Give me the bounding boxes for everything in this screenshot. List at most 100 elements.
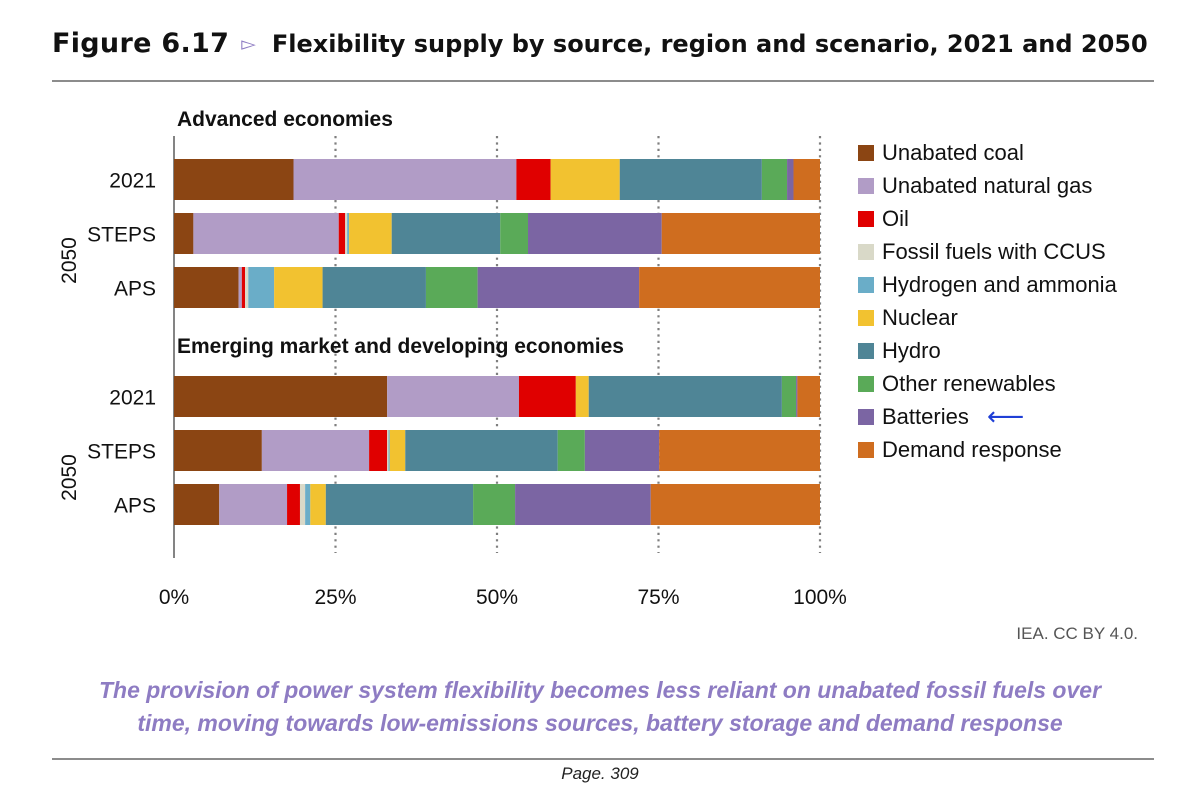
bar-segment-unabated-natural-gas (293, 159, 517, 200)
row-label-aps: APS (114, 278, 156, 301)
bar-segment-fossil-fuels-with-ccus (387, 430, 389, 471)
row-label-aps: APS (114, 495, 156, 518)
bar-segment-batteries (796, 376, 798, 417)
legend-item-unabated-coal: Unabated coal (858, 136, 1117, 169)
highlight-arrow-icon: ⟵ (986, 400, 1025, 431)
row-label-2021: 2021 (109, 170, 156, 193)
bar-segment-oil (287, 484, 300, 525)
bar-segment-other-renewables (473, 484, 516, 525)
bar-segment-nuclear (389, 430, 406, 471)
figure-title: Flexibility supply by source, region and… (271, 30, 1148, 58)
bar-segment-other-renewables (761, 159, 788, 200)
bottom-rule (52, 758, 1154, 760)
legend-swatch (858, 309, 874, 326)
legend-item-oil: Oil (858, 202, 1117, 235)
row-label-steps: STEPS (87, 224, 156, 247)
bar-segment-unabated-natural-gas (193, 213, 339, 254)
row-label-2021: 2021 (109, 387, 156, 410)
legend-item-hydro: Hydro (858, 334, 1117, 367)
group-label-2050: 2050 (58, 454, 81, 501)
legend-swatch (858, 144, 874, 161)
legend-item-batteries: Batteries ⟵ (858, 400, 1117, 433)
bar-segment-other-renewables (500, 213, 529, 254)
bar-segment-oil (369, 430, 388, 471)
legend-label: Other renewables (882, 370, 1056, 396)
bar-segment-batteries (477, 267, 640, 308)
legend-label: Fossil fuels with CCUS (882, 238, 1106, 264)
legend-item-nuclear: Nuclear (858, 301, 1117, 334)
bar-segment-hydro (619, 159, 762, 200)
legend-swatch (858, 408, 874, 425)
bar-segment-demand-response (659, 430, 820, 471)
panel-title-2: Emerging market and developing economies (177, 335, 624, 358)
x-tick-label: 25% (314, 586, 356, 609)
bar-segment-unabated-natural-gas (261, 430, 370, 471)
bar-segment-nuclear (349, 213, 392, 254)
bar-segment-fossil-fuels-with-ccus (245, 267, 249, 308)
takeaway-line-2: time, moving towards low-emissions sourc… (137, 710, 1063, 736)
legend-swatch (858, 276, 874, 293)
figure-header: Figure 6.17 ▻ Flexibility supply by sour… (52, 28, 1152, 68)
bar-segment-hydro (322, 267, 426, 308)
bar-segment-unabated-natural-gas (238, 267, 242, 308)
figure-arrow-icon: ▻ (241, 34, 256, 55)
bar-segment-demand-response (793, 159, 820, 200)
legend-label: Hydro (882, 337, 941, 363)
bar-segment-hydro (405, 430, 558, 471)
legend-label: Demand response (882, 436, 1062, 462)
bar-segment-unabated-coal (174, 430, 262, 471)
x-tick-label: 75% (637, 586, 679, 609)
bar-segment-other-renewables (425, 267, 478, 308)
bar-segment-hydrogen-and-ammonia (388, 430, 390, 471)
bar-segment-nuclear (310, 484, 326, 525)
bar-segment-batteries (515, 484, 651, 525)
legend-item-unabated-natural-gas: Unabated natural gas (858, 169, 1117, 202)
bar-segment-unabated-natural-gas (387, 376, 519, 417)
figure-number: Figure 6.17 (52, 28, 230, 59)
figure-takeaway: The provision of power system flexibilit… (40, 674, 1160, 740)
legend-item-hydrogen-and-ammonia: Hydrogen and ammonia (858, 268, 1117, 301)
bar-segment-batteries (528, 213, 662, 254)
legend-label: Hydrogen and ammonia (882, 271, 1117, 297)
bar-segment-other-renewables (557, 430, 585, 471)
bar-segment-oil (516, 159, 551, 200)
bar-segment-hydrogen-and-ammonia (305, 484, 311, 525)
legend-label: Batteries (882, 403, 969, 429)
bar-segment-nuclear (575, 376, 589, 417)
legend-label: Unabated natural gas (882, 172, 1093, 198)
legend-swatch (858, 375, 874, 392)
legend-item-demand-response: Demand response (858, 433, 1117, 466)
bar-segment-oil (518, 376, 576, 417)
bar-segment-demand-response (650, 484, 820, 525)
bar-segment-batteries (787, 159, 794, 200)
page-number: Page. 309 (561, 764, 639, 783)
x-tick-label: 50% (476, 586, 518, 609)
bar-segment-other-renewables (781, 376, 797, 417)
legend-swatch (858, 342, 874, 359)
bar-segment-fossil-fuels-with-ccus (345, 213, 348, 254)
legend-swatch (858, 441, 874, 458)
x-tick-label: 100% (793, 586, 847, 609)
group-label-2050: 2050 (58, 237, 81, 284)
bar-segment-oil (241, 267, 246, 308)
bar-segment-demand-response (639, 267, 820, 308)
bar-segment-demand-response (797, 376, 820, 417)
bar-segment-nuclear (274, 267, 323, 308)
bar-segment-oil (338, 213, 346, 254)
source-credit: IEA. CC BY 4.0. (1016, 624, 1138, 643)
bar-segment-unabated-coal (174, 213, 194, 254)
legend: Unabated coal Unabated natural gas Oil F… (858, 136, 1117, 466)
bar-segment-hydrogen-and-ammonia (347, 213, 350, 254)
legend-swatch (858, 210, 874, 227)
row-label-steps: STEPS (87, 441, 156, 464)
bar-segment-fossil-fuels-with-ccus (299, 484, 306, 525)
bar-segment-hydro (588, 376, 782, 417)
bar-segment-demand-response (661, 213, 820, 254)
takeaway-line-1: The provision of power system flexibilit… (98, 677, 1102, 703)
legend-swatch (858, 243, 874, 260)
bar-segment-hydrogen-and-ammonia (248, 267, 275, 308)
legend-label: Oil (882, 205, 909, 231)
bar-segment-unabated-coal (174, 267, 239, 308)
bar-segment-unabated-coal (174, 159, 294, 200)
